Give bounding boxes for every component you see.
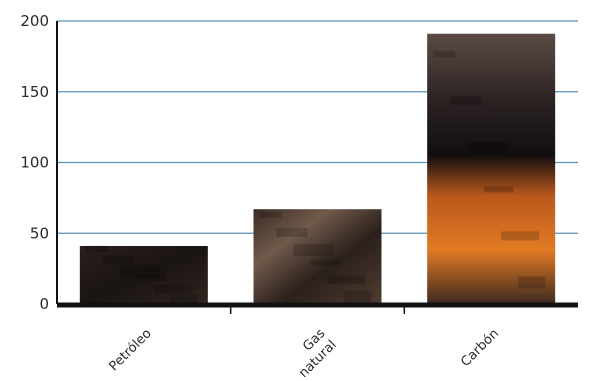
bar-texture — [518, 276, 546, 289]
bar-texture — [276, 227, 308, 237]
bar — [79, 245, 208, 304]
axes — [56, 21, 578, 314]
bar-0 — [79, 245, 208, 307]
x-category-label-line: Petróleo — [107, 326, 155, 374]
bar-texture — [450, 96, 482, 106]
y-tick-label: 50 — [30, 224, 49, 242]
bar-1 — [253, 209, 382, 304]
y-tick-label: 200 — [20, 12, 49, 30]
bar-2 — [427, 33, 556, 305]
bar-texture — [85, 245, 108, 252]
bar-texture — [293, 243, 334, 256]
bar-texture — [136, 274, 166, 281]
x-axis-labels: Petróleo Gasnatural Carbón — [107, 326, 502, 381]
bar — [427, 33, 556, 305]
bar-texture — [501, 231, 540, 241]
bar-texture — [259, 212, 282, 219]
x-category-label: Gasnatural — [285, 326, 340, 381]
bar-texture — [310, 259, 340, 266]
x-category-label-line: Carbón — [458, 326, 502, 370]
bar-texture — [327, 275, 366, 285]
bar-texture — [344, 291, 372, 304]
bar — [253, 209, 382, 304]
x-category-label: Carbón — [458, 326, 502, 370]
bar-texture — [467, 141, 508, 154]
x-category-label: Petróleo — [107, 326, 155, 374]
y-tick-label: 150 — [20, 83, 49, 101]
y-axis-ticks: 0 50 100 150 200 — [20, 12, 49, 313]
y-tick-label: 0 — [39, 295, 49, 313]
bar-texture — [119, 265, 160, 278]
bar-texture — [484, 186, 514, 193]
bar-texture — [102, 255, 134, 265]
bar-texture — [433, 51, 456, 58]
bars — [79, 33, 556, 307]
y-tick-label: 100 — [20, 154, 49, 172]
bar-texture — [153, 284, 192, 294]
